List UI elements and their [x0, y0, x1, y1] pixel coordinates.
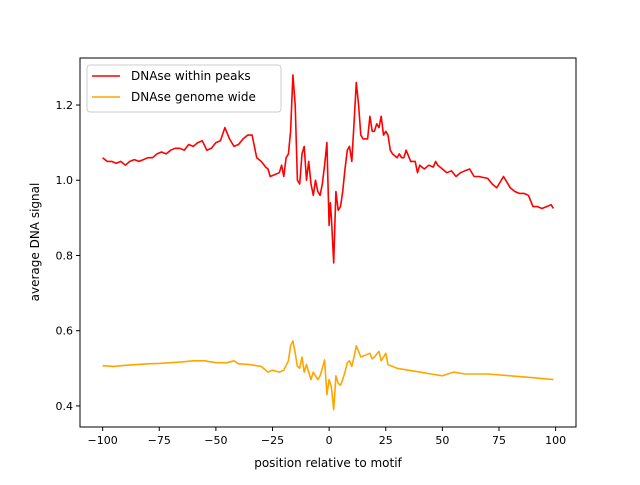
- x-axis-label: position relative to motif: [254, 456, 402, 470]
- y-tick-label: 0.4: [56, 400, 74, 413]
- series-line-0: [102, 74, 555, 264]
- legend: DNAse within peaks DNAse genome wide: [86, 64, 282, 113]
- legend-label-genome: DNAse genome wide: [131, 90, 256, 104]
- x-tick-label: −100: [88, 434, 118, 447]
- x-tick-label: −50: [204, 434, 227, 447]
- y-tick-label: 1.0: [56, 174, 74, 187]
- y-tick-label: 0.8: [56, 249, 74, 262]
- y-tick-label: 0.6: [56, 325, 74, 338]
- x-tick-label: 0: [326, 434, 333, 447]
- axes-frame: [79, 57, 577, 428]
- x-tick-label: 25: [379, 434, 393, 447]
- legend-label-peaks: DNAse within peaks: [131, 69, 251, 83]
- x-tick-label: 75: [492, 434, 506, 447]
- x-tick-label: −25: [261, 434, 284, 447]
- x-tick-label: 100: [545, 434, 566, 447]
- legend-box: [86, 64, 282, 113]
- x-tick-label: 50: [435, 434, 449, 447]
- x-tick-label: −75: [148, 434, 171, 447]
- y-axis-label: average DNA signal: [28, 183, 42, 302]
- series-line-1: [102, 340, 554, 411]
- y-tick-label: 1.2: [56, 99, 74, 112]
